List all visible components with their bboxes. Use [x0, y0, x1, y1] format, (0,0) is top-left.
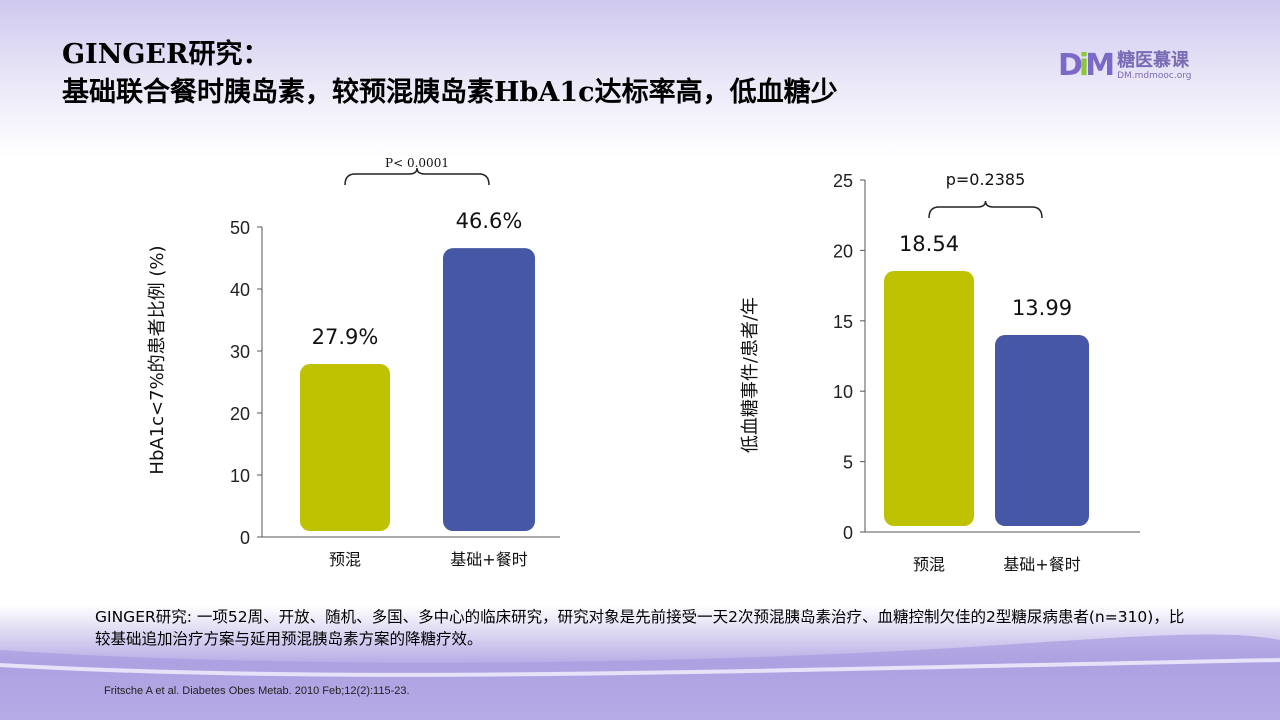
- x-tick-label: 预混: [913, 555, 945, 574]
- logo-name: 糖医慕课: [1117, 49, 1190, 71]
- y-tick-label: 20: [230, 404, 250, 424]
- background-wave: [0, 634, 1280, 720]
- data-label: 18.54: [899, 232, 959, 256]
- logo-url: DM.mdmooc.org: [1117, 70, 1192, 81]
- y-tick-label: 40: [230, 280, 250, 300]
- x-tick-label: 基础+餐时: [1003, 555, 1080, 574]
- x-tick-label: 预混: [329, 550, 361, 569]
- y-tick-label: 10: [230, 466, 250, 486]
- title-line-2: 基础联合餐时胰岛素，较预混胰岛素HbA1c达标率高，低血糖少: [62, 77, 838, 108]
- p-value-annotation: p=0.2385: [946, 170, 1026, 189]
- y-tick-label: 15: [833, 312, 853, 332]
- significance-brace: [928, 200, 1043, 219]
- y-tick-label: 50: [230, 218, 250, 238]
- y-tick-label: 5: [843, 453, 853, 473]
- logo-mark-icon: DiM: [1058, 48, 1115, 83]
- x-tick-label: 基础+餐时: [450, 550, 527, 569]
- data-label: 13.99: [1012, 296, 1072, 320]
- bar-premix: [300, 364, 390, 531]
- bar-premix: [884, 270, 974, 526]
- title-line-1: GINGER研究：: [62, 39, 270, 70]
- data-label: 46.6%: [456, 209, 523, 233]
- p-value-annotation: P< 0.0001: [385, 156, 449, 170]
- slide-title: GINGER研究： 基础联合餐时胰岛素，较预混胰岛素HbA1c达标率高，低血糖少: [62, 36, 838, 112]
- y-tick-label: 0: [843, 523, 853, 543]
- logo: DiM 糖医慕课 DM.mdmooc.org: [1058, 48, 1191, 83]
- y-tick-label: 25: [833, 171, 853, 191]
- y-tick-label: 0: [240, 528, 250, 548]
- data-label: 27.9%: [312, 325, 379, 349]
- y-tick-label: 30: [230, 342, 250, 362]
- y-axis-label: 低血糖事件/患者/年: [740, 297, 761, 453]
- bar-basal-bolus: [995, 335, 1089, 526]
- significance-brace: [344, 167, 490, 186]
- y-tick-label: 10: [833, 382, 853, 402]
- reference: Fritsche A et al. Diabetes Obes Metab. 2…: [104, 685, 410, 697]
- y-axis-label: HbA1c<7%的患者比例 (%): [147, 245, 168, 474]
- study-note: GINGER研究: 一项52周、开放、随机、多国、多中心的临床研究，研究对象是先…: [95, 608, 1185, 648]
- y-tick-label: 20: [833, 241, 853, 261]
- bar-basal-bolus: [443, 248, 535, 531]
